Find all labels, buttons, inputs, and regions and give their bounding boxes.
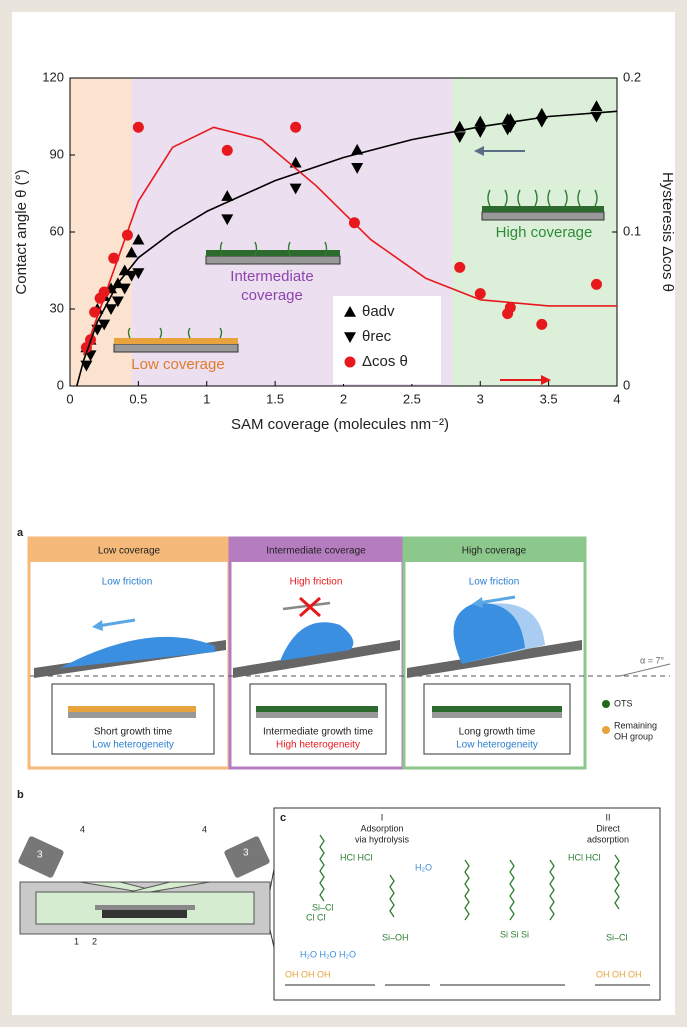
x-tick-label: 2 [340,391,347,406]
growth-time: Short growth time [94,727,173,738]
point [591,279,602,290]
chem-label: Si Si Si [500,929,529,939]
step-label: Direct [596,823,620,833]
column-header: Low coverage [98,546,161,557]
friction: Low friction [469,577,520,588]
legend-label: Remaining [614,720,657,730]
chem-label: OH OH OH [285,969,331,979]
annotation: coverage [241,287,303,304]
y-axis-label: Contact angle θ (°) [13,169,30,294]
y2-tick-label: 0.2 [623,69,641,84]
chem-label: H₂O H₂O H₂O [300,949,356,959]
growth-time: Intermediate growth time [263,727,373,738]
legend-label: θadv [362,303,395,320]
annotation: Intermediate [230,268,313,285]
y2-tick-label: 0.1 [623,223,641,238]
column-header: Intermediate coverage [266,546,366,557]
heterogeneity: High heterogeneity [276,740,360,751]
x-tick-label: 0.5 [129,391,147,406]
legend-label: θrec [362,328,392,345]
callout: 3 [37,850,43,861]
point [290,122,301,133]
x-tick-label: 4 [613,391,620,406]
heterogeneity: Low heterogeneity [456,740,538,751]
angle-label: α = 7° [640,655,664,665]
y2-tick-label: 0 [623,377,630,392]
legend-label: OTS [614,698,633,708]
callout: 3 [243,848,249,859]
y-tick-label: 90 [50,146,64,161]
y-tick-label: 30 [50,300,64,315]
legend-label: Δcos θ [362,353,408,370]
point [536,319,547,330]
y2-axis-label: Hysteresis Δcos θ [659,172,676,292]
callout: 1 [74,936,79,946]
step-number: II [605,812,610,822]
chem-label: HCl HCl [568,852,601,862]
chem-label: Si–Cl [606,932,628,942]
callout: 2 [92,936,97,946]
chem-label: OH OH OH [596,969,642,979]
chem-label: Si–Cl [312,902,334,912]
step-label: Adsorption [360,823,403,833]
callout: 4 [80,824,85,834]
chem-label: HCl HCl [340,852,373,862]
growth-time: Long growth time [459,727,536,738]
heterogeneity: Low heterogeneity [92,740,174,751]
panel-letter: b [17,789,24,801]
friction: Low friction [102,577,153,588]
chem-label: Cl Cl [306,912,326,922]
step-number: I [381,812,384,822]
x-tick-label: 0 [66,391,73,406]
chem-label: H₂O [415,862,432,872]
x-tick-label: 1 [203,391,210,406]
x-tick-label: 3.5 [540,391,558,406]
column-header: High coverage [462,546,527,557]
x-tick-label: 2.5 [403,391,421,406]
annotation: High coverage [496,224,593,241]
panel-letter: c [280,812,286,824]
x-tick-label: 3 [477,391,484,406]
annotation: Low coverage [131,356,224,373]
y-tick-label: 120 [42,69,64,84]
x-axis-label: SAM coverage (molecules nm⁻²) [231,416,449,433]
callout: 4 [202,824,207,834]
chem-label: Si–OH [382,932,409,942]
step-label: via hydrolysis [355,834,410,844]
point [454,262,465,273]
panel-letter: a [17,527,24,539]
step-label: adsorption [587,834,629,844]
figure: 00.511.522.533.54030609012000.10.2 Low c… [0,0,687,1027]
x-tick-label: 1.5 [266,391,284,406]
legend-label: OH group [614,731,653,741]
point [222,145,233,156]
point [133,122,144,133]
friction: High friction [290,577,343,588]
y-tick-label: 60 [50,223,64,238]
point [345,357,356,368]
y-tick-label: 0 [57,377,64,392]
